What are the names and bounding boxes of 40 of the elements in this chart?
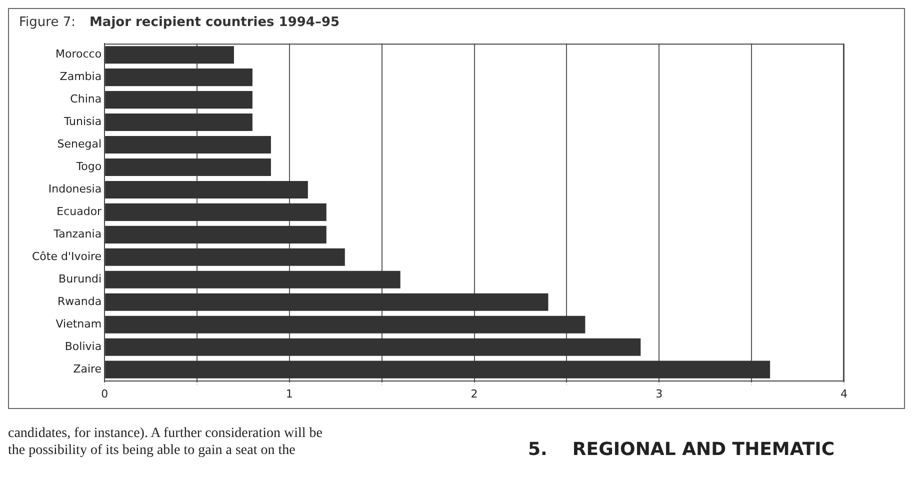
- y-tick-label: Vietnam: [56, 317, 102, 330]
- bar: [105, 203, 326, 221]
- chart-title: Major recipient countries 1994–95: [89, 15, 340, 30]
- y-tick-label: Ecuador: [56, 205, 102, 218]
- bar: [105, 91, 252, 109]
- bar: [105, 46, 234, 64]
- bar: [105, 293, 548, 311]
- x-tick-label: 2: [470, 387, 478, 400]
- bar: [105, 270, 400, 288]
- bar: [105, 248, 345, 266]
- bar: [105, 136, 271, 154]
- bar: [105, 338, 641, 356]
- bar: [105, 316, 586, 334]
- y-tick-label: Zambia: [60, 70, 102, 84]
- y-tick-label: Burundi: [58, 272, 102, 286]
- bar: [105, 158, 271, 176]
- y-tick-label: Rwanda: [58, 294, 102, 308]
- y-tick-label: Côte d'Ivoire: [32, 250, 102, 264]
- text: 5. REGIONAL AND THEMATIC: [528, 439, 835, 460]
- y-tick-label: Zaire: [73, 362, 102, 376]
- x-tick-label: 3: [656, 387, 663, 400]
- x-tick-label: 0: [101, 387, 108, 400]
- bar: [105, 226, 326, 244]
- bar: [105, 68, 252, 86]
- bar: [105, 360, 770, 378]
- text: candidates, for instance). A further consideration will be: [8, 425, 324, 442]
- y-tick-label: Indonesia: [48, 182, 102, 196]
- x-tick-label: 4: [840, 387, 848, 400]
- y-tick-label: Senegal: [57, 138, 102, 151]
- y-tick-label: Tunisia: [63, 115, 102, 128]
- y-tick-label: Morocco: [56, 48, 102, 61]
- y-tick-label: China: [70, 92, 102, 106]
- bar: [105, 114, 252, 132]
- text: the possibility of its being able to gain a seat on the: [8, 442, 296, 459]
- y-tick-label: Tanzania: [52, 228, 102, 241]
- y-tick-label: Bolivia: [64, 340, 102, 353]
- chart-subtitle: Figure 7:: [19, 15, 76, 30]
- bar: [105, 180, 308, 198]
- x-tick-label: 1: [286, 387, 293, 400]
- y-tick-label: Togo: [75, 160, 102, 174]
